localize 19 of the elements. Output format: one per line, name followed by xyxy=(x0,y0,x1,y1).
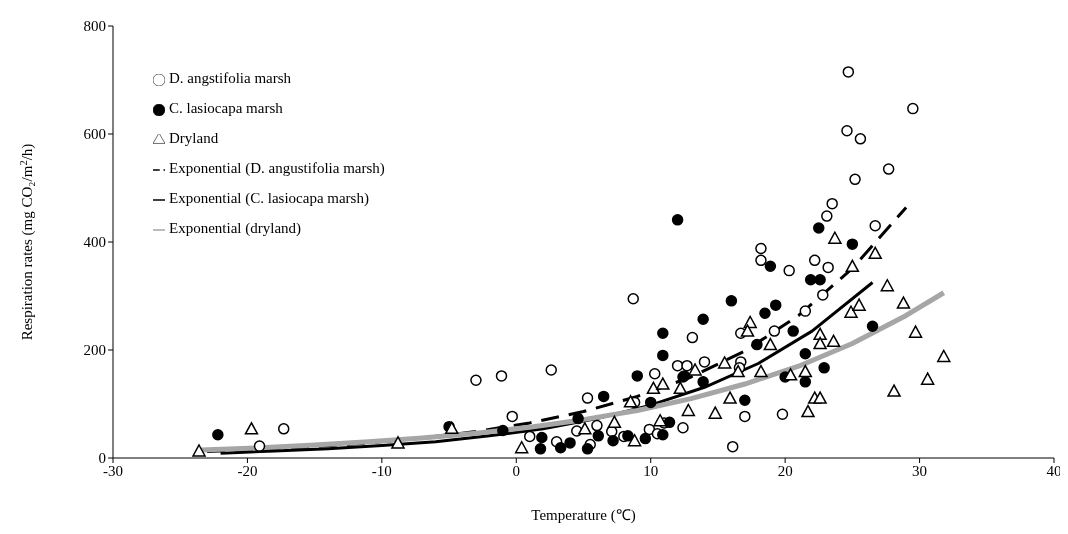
x-tick-label: -10 xyxy=(371,462,392,479)
legend-label: Exponential (D. angustifolia marsh) xyxy=(169,160,385,176)
y-tick-label: 200 xyxy=(83,342,106,359)
x-tick-label: 20 xyxy=(777,462,793,479)
x-tick-label: 0 xyxy=(512,462,521,479)
x-axis-title: Temperature (℃) xyxy=(531,507,636,524)
y-tick-label: 400 xyxy=(83,234,106,251)
x-tick-label: -30 xyxy=(103,462,123,479)
legend-label: Dryland xyxy=(169,130,219,146)
x-tick-label: 30 xyxy=(912,462,928,479)
y-tick-label: 0 xyxy=(98,450,106,467)
y-tick-label: 800 xyxy=(83,18,106,35)
y-tick-label: 600 xyxy=(83,126,106,143)
x-tick-label: -20 xyxy=(237,462,258,479)
legend-label: C. lasiocapa marsh xyxy=(169,100,283,116)
legend-label: D. angstifolia marsh xyxy=(169,70,292,86)
legend-label: Exponential (dryland) xyxy=(169,220,302,236)
x-tick-label: 10 xyxy=(643,462,659,479)
legend-label: Exponential (C. lasiocapa marsh) xyxy=(169,190,369,206)
